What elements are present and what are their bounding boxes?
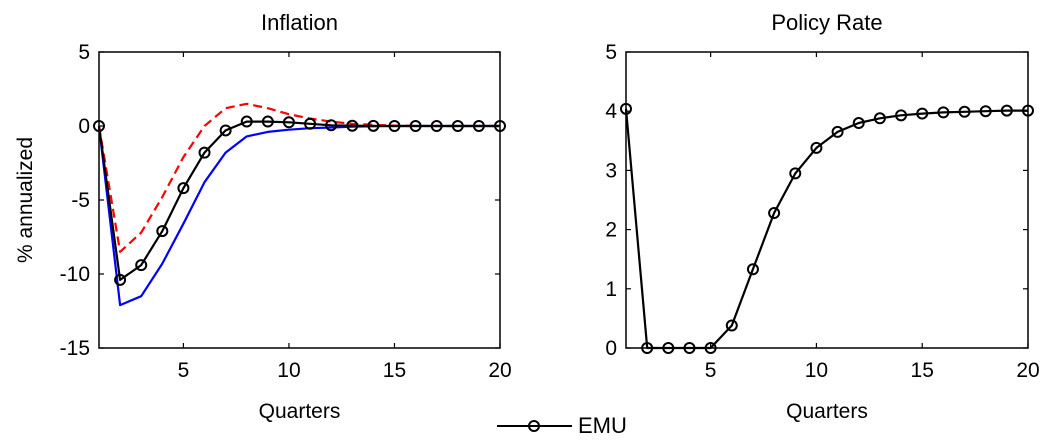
data-point [810,141,823,154]
data-point [219,124,232,137]
y-tick-label: 0 [605,337,617,360]
series-line [97,102,500,253]
x-axis-label: Quarters [259,400,341,423]
data-point [979,105,992,118]
series-line [624,108,1028,350]
y-tick-label: -10 [60,263,90,286]
data-point [198,146,211,159]
data-point [388,120,401,132]
series-line [97,120,500,281]
data-point [746,263,759,276]
data-point [725,319,738,332]
data-point [156,225,169,238]
data-point [430,120,443,132]
legend-marker [528,420,540,432]
y-tick-label: 5 [605,41,617,64]
policy-rate-panel: Policy Rate 5 10 15 20 0 1 2 3 4 5 Quarters [605,10,1039,423]
legend-label: EMU [578,413,627,438]
y-tick-label: 4 [605,100,617,123]
data-point [367,119,380,132]
x-tick-label: 10 [805,359,828,382]
data-point [177,182,190,195]
x-tick-label: 20 [1016,359,1039,382]
data-point [873,112,886,125]
data-point [240,115,253,128]
data-point [114,273,127,286]
y-axis-label: % annualized [14,137,37,263]
data-point [261,115,274,128]
data-point [135,259,148,272]
x-axis-label: Quarters [786,400,868,423]
data-point [494,120,506,132]
data-point [304,117,317,130]
y-tick-label: 2 [605,219,617,242]
legend: EMU [497,413,627,438]
data-point [831,125,844,138]
data-point [93,120,105,132]
data-point [768,207,781,220]
x-tick-label: 15 [383,359,406,382]
inflation-panel: Inflation 5 10 15 20 -15 -10 -5 0 5 Quarters % annu… [14,10,512,423]
data-point [937,106,950,119]
data-point [641,342,654,354]
chart-title: Policy Rate [771,10,882,35]
y-tick-label: -15 [60,337,90,360]
data-point [916,107,929,120]
data-point [282,116,295,129]
data-point [620,102,632,115]
y-tick-label: 0 [78,115,90,138]
data-point [409,120,422,132]
x-tick-label: 10 [277,359,300,382]
y-tick-label: 5 [78,41,90,64]
data-point [958,105,971,118]
data-point [346,119,359,132]
x-tick-label: 5 [705,359,717,382]
data-point [662,342,675,354]
axes-box [98,51,501,349]
x-tick-label: 5 [178,359,190,382]
data-point [852,117,865,130]
data-point [789,167,802,180]
data-point [451,120,464,132]
axes-box [625,51,1029,349]
data-point [704,342,717,354]
data-point [325,119,338,132]
y-tick-label: 3 [605,159,617,182]
data-point [472,120,485,132]
data-point [683,342,696,354]
chart-title: Inflation [261,10,338,35]
series-line [97,124,500,307]
x-tick-label: 15 [911,359,934,382]
y-tick-label: 1 [605,278,617,301]
x-tick-label: 20 [488,359,511,382]
y-tick-label: -5 [71,189,90,212]
data-point [1000,104,1013,117]
data-point [1022,104,1034,117]
data-point [895,109,908,122]
